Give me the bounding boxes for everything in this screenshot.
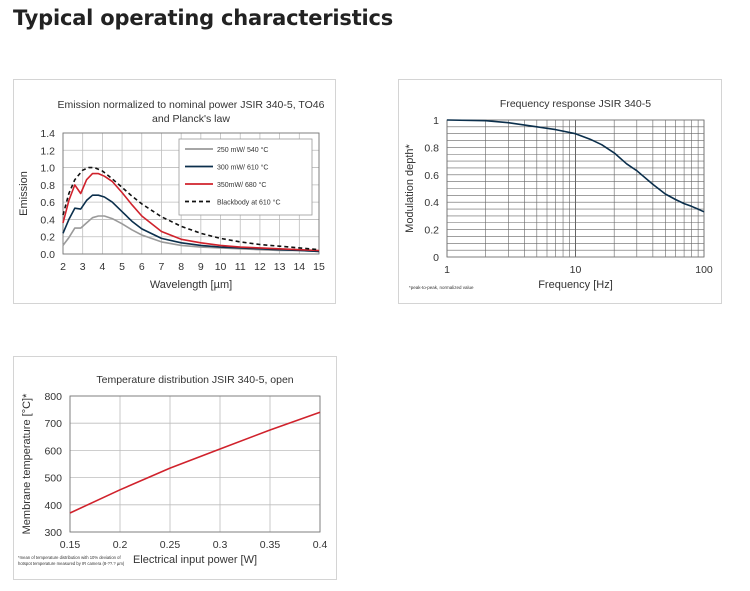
x-tick-label: 4 bbox=[99, 261, 105, 273]
legend-label: Blackbody at 610 °C bbox=[217, 199, 281, 207]
x-tick-label: 10 bbox=[570, 264, 582, 276]
y-axis-label: Modulation depth* bbox=[404, 143, 416, 232]
y-tick-label: 0.6 bbox=[40, 197, 55, 209]
y-tick-label: 400 bbox=[44, 500, 62, 512]
emission-chart-panel: Emission normalized to nominal power JSI… bbox=[13, 79, 336, 304]
x-tick-label: 0.15 bbox=[60, 539, 81, 551]
y-tick-label: 500 bbox=[44, 473, 62, 485]
x-tick-label: 0.25 bbox=[160, 539, 181, 551]
chart-title: Temperature distribution JSIR 340-5, ope… bbox=[96, 374, 293, 386]
series-line-blackbody-at-610-c bbox=[62, 166, 320, 251]
y-tick-label: 700 bbox=[44, 418, 62, 430]
page-title: Typical operating characteristics bbox=[13, 6, 394, 30]
y-tick-label: 0.6 bbox=[424, 170, 439, 182]
legend-label: 300 mW/ 610 °C bbox=[217, 164, 268, 172]
chart-title: Frequency response JSIR 340-5 bbox=[500, 98, 651, 110]
x-tick-label: 0.3 bbox=[213, 539, 228, 551]
x-axis-label: Wavelength [µm] bbox=[150, 279, 232, 291]
y-tick-label: 0 bbox=[433, 252, 439, 264]
y-tick-label: 600 bbox=[44, 445, 62, 457]
y-axis-label: Membrane temperature [°C]* bbox=[21, 393, 33, 534]
x-tick-label: 0.35 bbox=[260, 539, 281, 551]
x-tick-label: 12 bbox=[254, 261, 266, 273]
legend-label: 250 mW/ 540 °C bbox=[217, 146, 268, 154]
chart-footnote: hotspot temperature measured by IR camer… bbox=[18, 561, 125, 566]
x-tick-label: 1 bbox=[444, 264, 450, 276]
y-tick-label: 1.4 bbox=[40, 128, 55, 140]
y-tick-label: 0.4 bbox=[424, 197, 439, 209]
x-tick-label: 15 bbox=[313, 261, 325, 273]
y-tick-label: 0.2 bbox=[40, 232, 55, 244]
temperature-chart: Temperature distribution JSIR 340-5, ope… bbox=[18, 374, 328, 566]
y-tick-label: 0.0 bbox=[40, 249, 55, 261]
y-tick-label: 1.0 bbox=[40, 163, 55, 175]
x-tick-label: 8 bbox=[178, 261, 184, 273]
y-tick-label: 300 bbox=[44, 527, 62, 539]
y-tick-label: 0.8 bbox=[40, 180, 55, 192]
x-tick-label: 10 bbox=[215, 261, 227, 273]
x-tick-label: 14 bbox=[293, 261, 305, 273]
chart-footnote: *mean of temperature distribution with 1… bbox=[18, 555, 121, 560]
y-tick-label: 800 bbox=[44, 391, 62, 403]
x-tick-label: 5 bbox=[119, 261, 125, 273]
temperature-chart-panel: Temperature distribution JSIR 340-5, ope… bbox=[13, 356, 337, 580]
series-line-250-mw-540-c bbox=[62, 215, 320, 253]
x-tick-label: 3 bbox=[80, 261, 86, 273]
plot-area-border bbox=[446, 119, 705, 258]
x-tick-label: 11 bbox=[235, 261, 246, 273]
y-tick-label: 0.4 bbox=[40, 214, 55, 226]
plot-area-border bbox=[69, 395, 321, 533]
frequency-chart-panel: Frequency response JSIR 340-5 1 10 100 0 0.2 0… bbox=[398, 79, 722, 304]
frequency-chart: Frequency response JSIR 340-5 1 10 100 0 0.2 0… bbox=[404, 98, 713, 291]
x-tick-label: 7 bbox=[159, 261, 165, 273]
x-axis-label: Electrical input power [W] bbox=[133, 554, 257, 566]
y-tick-label: 0.2 bbox=[424, 225, 439, 237]
chart-title: Emission normalized to nominal power JSI… bbox=[58, 99, 325, 111]
series-line bbox=[69, 411, 321, 514]
series-line bbox=[446, 119, 705, 213]
y-tick-label: 0.8 bbox=[424, 142, 439, 154]
x-tick-label: 2 bbox=[60, 261, 66, 273]
chart-footnote: *peak-to-peak, normalized value bbox=[409, 285, 474, 290]
y-axis-label: Emission bbox=[18, 171, 30, 216]
legend-label: 350mW/ 680 °C bbox=[217, 181, 267, 189]
x-axis-label: Frequency [Hz] bbox=[538, 279, 613, 291]
emission-chart: Emission normalized to nominal power JSI… bbox=[18, 99, 325, 291]
series-line-350mw-680-c bbox=[62, 172, 320, 252]
x-tick-label: 0.2 bbox=[113, 539, 128, 551]
x-tick-label: 13 bbox=[274, 261, 286, 273]
plot-area-border bbox=[62, 132, 320, 255]
series-line-300-mw-610-c bbox=[62, 194, 320, 253]
chart-title: and Planck's law bbox=[152, 113, 230, 125]
y-tick-label: 1 bbox=[433, 115, 439, 127]
y-tick-label: 1.2 bbox=[40, 145, 55, 157]
x-tick-label: 9 bbox=[198, 261, 204, 273]
x-tick-label: 6 bbox=[139, 261, 145, 273]
x-tick-label: 0.4 bbox=[313, 539, 328, 551]
x-tick-label: 100 bbox=[695, 264, 713, 276]
